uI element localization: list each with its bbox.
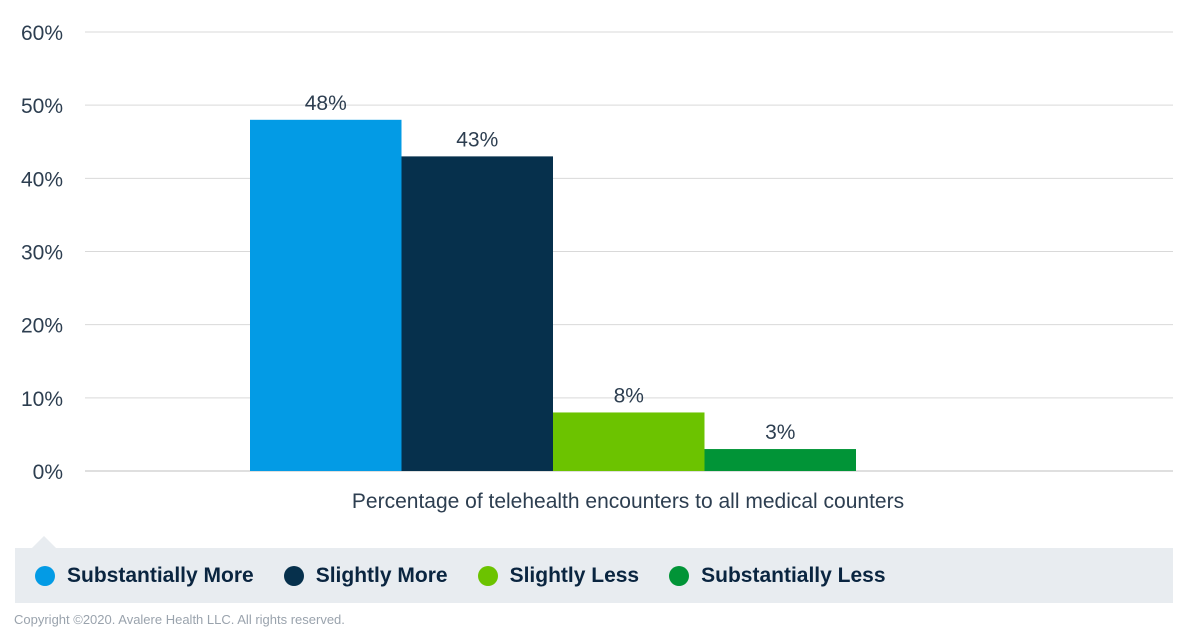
- bar-chart: 0% 10% 20% 30% 40% 50% 60% 48% 43% 8% 3% Percenta…: [21, 22, 1173, 513]
- legend-item-substantially-less: Substantially Less: [669, 563, 886, 588]
- legend-swatch: [477, 565, 498, 586]
- bars: [250, 119, 856, 472]
- y-tick-label: 40%: [21, 168, 63, 191]
- bar-slightly-more: [401, 156, 553, 471]
- bar-data-label: 8%: [614, 384, 644, 407]
- bar-data-label: 48%: [305, 92, 347, 115]
- bar-slightly-less: [553, 412, 705, 471]
- y-tick-label: 50%: [21, 95, 63, 118]
- bar-data-label: 43%: [456, 128, 498, 151]
- y-axis-ticks: 0% 10% 20% 30% 40% 50% 60%: [21, 22, 63, 484]
- copyright-footer: Copyright ©2020. Avalere Health LLC. All…: [14, 612, 345, 627]
- y-tick-label: 0%: [33, 461, 63, 484]
- legend-item-slightly-more: Slightly More: [283, 563, 448, 588]
- y-tick-label: 20%: [21, 315, 63, 338]
- legend-swatch: [669, 565, 690, 586]
- legend-pointer: [32, 536, 56, 548]
- y-tick-label: 60%: [21, 22, 63, 45]
- y-tick-label: 30%: [21, 242, 63, 265]
- y-tick-label: 10%: [21, 388, 63, 411]
- legend-label: Slightly Less: [509, 563, 640, 587]
- legend-swatch: [283, 565, 304, 586]
- legend: Substantially More Slightly More Slightl…: [15, 548, 1173, 603]
- legend-label: Substantially Less: [701, 563, 886, 587]
- legend-label: Slightly More: [315, 563, 448, 587]
- bar-substantially-more: [250, 119, 402, 472]
- legend-item-slightly-less: Slightly Less: [477, 563, 640, 588]
- bar-data-labels: 48% 43% 8% 3%: [305, 92, 796, 444]
- bar-substantially-less: [704, 449, 856, 471]
- legend-item-substantially-more: Substantially More: [35, 564, 254, 588]
- legend-swatch: [35, 565, 55, 586]
- bar-data-label: 3%: [765, 421, 795, 444]
- x-axis-label: Percentage of telehealth encounters to a…: [352, 490, 904, 513]
- legend-label: Substantially More: [67, 563, 254, 587]
